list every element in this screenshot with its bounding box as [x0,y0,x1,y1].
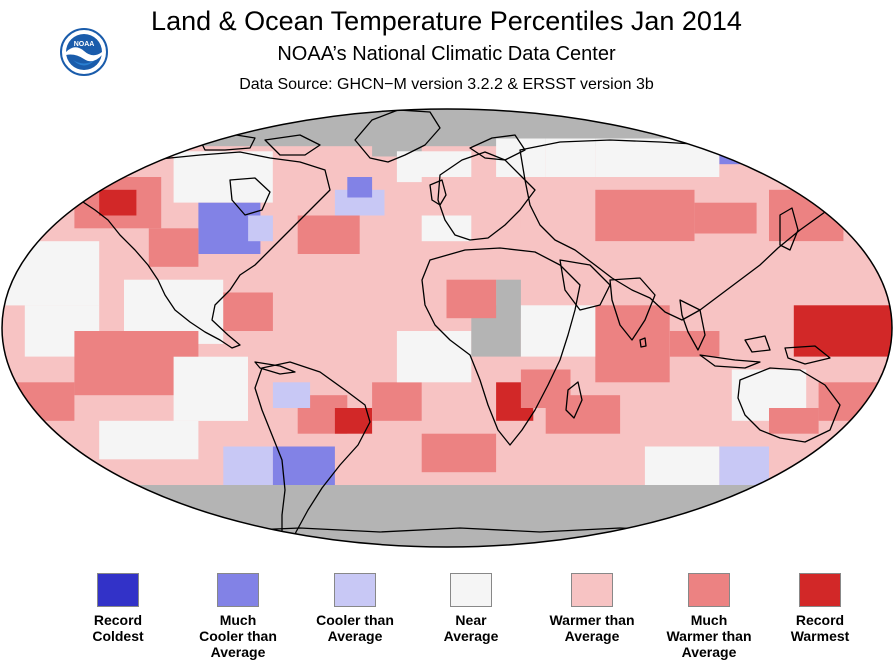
map-cell-near [2,241,100,306]
map-cell-much-warmer [769,408,819,434]
legend-swatch [688,573,730,607]
map-cell-much-warmer [595,189,695,242]
page-subtitle: NOAA’s National Climatic Data Center [277,43,616,65]
map-cell-record-warmest [99,189,137,216]
page-title: Land & Ocean Temperature Percentiles Jan… [151,6,742,36]
percentile-map [0,100,893,562]
map-cell-warmer [297,292,348,331]
legend-swatch [217,573,259,607]
legend-swatch [334,573,376,607]
legend-label: Warmer than Average [549,612,635,644]
map-cell-much-warmer [223,292,273,331]
legend-label: Record Coldest [92,612,144,644]
map-cell-much-warmer [694,202,757,234]
legend-item-warmer: Warmer than Average [532,570,652,644]
map-cell-cooler [719,446,769,485]
map-cell-much-warmer [421,433,497,473]
map-cell-much-warmer [2,151,100,190]
map-cell-much-warmer [793,151,892,177]
legend-swatch [571,573,613,607]
map-cell-warmer [545,241,596,306]
map-cell-record-warmest [793,305,892,357]
map-clip-group [2,109,892,547]
map-cell-cooler [272,382,311,408]
noaa-logo-icon: NOAA [60,28,108,76]
legend-item-record-coldest: Record Coldest [58,570,178,644]
map-cell-near [545,138,596,177]
map-cell-much-warmer [297,215,360,254]
globe-outline [1,108,893,548]
map-cell-much-warmer [545,395,621,434]
map-cell-near [173,151,273,203]
map-cell-much-warmer [372,382,422,421]
legend-label: Record Warmest [790,612,850,644]
map-cell-near [173,356,248,421]
map-cell-much-cooler [719,138,794,165]
legend-label: Much Cooler than Average [199,612,277,660]
map-cell-no-data [372,109,422,157]
map-cell-no-data [2,485,892,547]
data-source: Data Source: GHCN−M version 3.2.2 & ERSS… [239,76,654,93]
map-cell-near [99,420,199,460]
legend-swatch [450,573,492,607]
map-cell-much-warmer [148,228,199,267]
map-cell-near [818,459,892,485]
map-cell-near [396,151,472,183]
map-cell-near [644,446,720,485]
legend-item-much-cooler: Much Cooler than Average [178,570,298,660]
map-canvas [1,108,893,548]
logo-text: NOAA [74,41,95,48]
legend-item-record-warmest: Record Warmest [760,570,880,644]
map-cell-much-warmer [446,279,497,319]
map-cell-much-warmer [2,382,75,421]
legend-swatch [799,573,841,607]
noaa-logo: NOAA [59,27,109,77]
map-cell-much-warmer [595,305,670,383]
legend-label: Much Warmer than Average [666,612,752,660]
map-cell-near [421,215,472,242]
map-cell-cooler [248,215,273,242]
legend: Record Coldest Much Cooler than Average … [0,570,893,667]
map-cell-near [595,138,720,177]
map-cell-cooler [223,446,273,485]
legend-item-cooler: Cooler than Average [295,570,415,644]
legend-label: Near Average [443,612,499,644]
map-cell-near [396,331,472,383]
legend-label: Cooler than Average [316,612,394,644]
map-cell-cooler [843,202,892,229]
legend-item-much-warmer: Much Warmer than Average [649,570,769,660]
map-cell-no-data [2,109,892,147]
map-cell-no-data [496,279,521,319]
map-cell-near [520,305,596,357]
legend-swatch [97,573,139,607]
legend-item-near: Near Average [411,570,531,644]
map-cell-much-cooler [347,177,373,198]
